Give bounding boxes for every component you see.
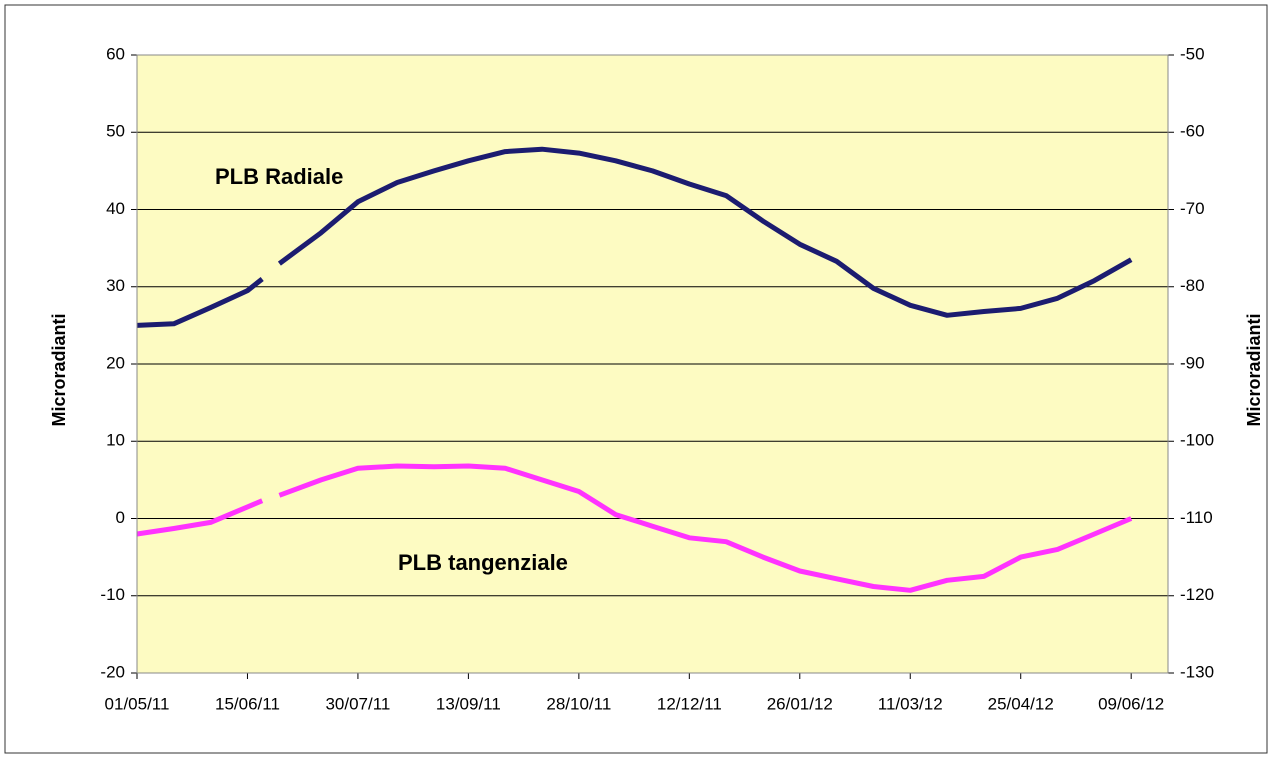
y2-axis-label: Microradianti xyxy=(1244,313,1264,426)
y2-tick-label: -110 xyxy=(1180,508,1213,527)
y-tick-label: 30 xyxy=(106,276,125,295)
y2-tick-label: -70 xyxy=(1180,199,1205,218)
x-tick-label: 28/10/11 xyxy=(546,694,611,713)
x-tick-label: 11/03/12 xyxy=(878,694,943,713)
y-tick-label: 50 xyxy=(106,122,125,141)
y-tick-label: 40 xyxy=(106,199,125,218)
y-tick-label: 60 xyxy=(106,44,125,63)
y2-tick-label: -80 xyxy=(1180,276,1205,295)
y-tick-label: 10 xyxy=(106,431,125,450)
x-tick-label: 12/12/11 xyxy=(657,694,722,713)
x-tick-label: 15/06/11 xyxy=(215,694,280,713)
y2-tick-label: -100 xyxy=(1180,431,1214,450)
y-tick-label: 20 xyxy=(106,353,125,372)
y2-tick-label: -50 xyxy=(1180,44,1205,63)
x-tick-label: 26/01/12 xyxy=(767,694,833,713)
x-tick-label: 25/04/12 xyxy=(988,694,1054,713)
series-line xyxy=(136,463,1133,593)
y2-tick-label: -60 xyxy=(1180,122,1205,141)
y2-tick-label: -130 xyxy=(1180,662,1214,681)
x-tick-label: 09/06/12 xyxy=(1098,694,1164,713)
y-tick-label: -20 xyxy=(100,662,125,681)
x-tick-label: 01/05/11 xyxy=(105,694,170,713)
y-axis-label: Microradianti xyxy=(49,313,69,426)
x-tick-label: 30/07/11 xyxy=(325,694,390,713)
y-tick-label: 0 xyxy=(116,508,125,527)
plot-border xyxy=(136,54,1169,674)
x-tick-label: 13/09/11 xyxy=(436,694,501,713)
y-tick-label: -10 xyxy=(100,585,125,604)
annotation: PLB Radiale xyxy=(215,164,343,189)
y2-tick-label: -90 xyxy=(1180,353,1205,372)
series-line xyxy=(136,146,1133,328)
annotation: PLB tangenziale xyxy=(398,550,568,575)
y2-tick-label: -120 xyxy=(1180,585,1214,604)
